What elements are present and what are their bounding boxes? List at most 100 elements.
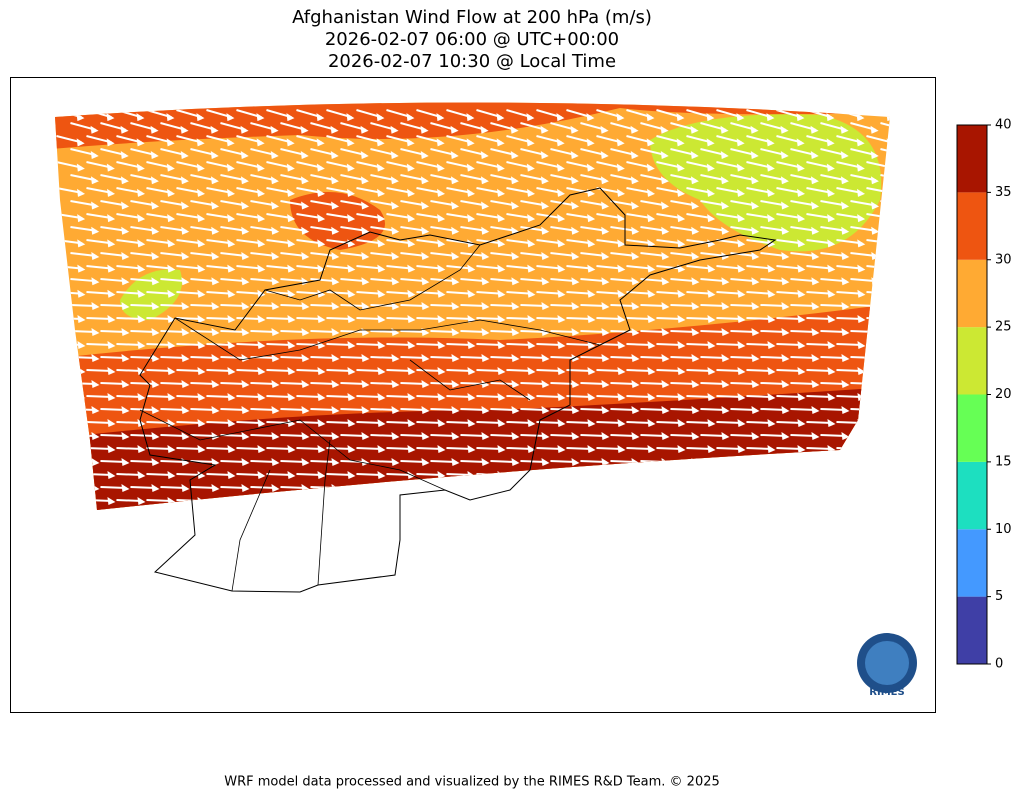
- wind-arrow-head: [151, 226, 160, 235]
- wind-arrow-head: [887, 289, 890, 298]
- colorbar-tick-label: 15: [995, 454, 1012, 469]
- wind-arrow-head: [167, 264, 176, 273]
- wind-arrow-head: [151, 354, 160, 363]
- wind-arrow-head: [797, 264, 806, 273]
- wind-arrow-head: [871, 354, 880, 363]
- wind-arrow-head: [901, 458, 909, 466]
- wind-arrow-head: [511, 354, 520, 363]
- wind-arrow: [686, 499, 713, 503]
- wind-arrow-head: [196, 138, 205, 147]
- wind-arrow-head: [917, 164, 925, 172]
- wind-arrow-head: [631, 277, 640, 286]
- wind-arrow: [866, 473, 890, 477]
- wind-arrow-head: [706, 163, 715, 172]
- wind-arrow-head: [721, 432, 730, 441]
- wind-arrow-head: [407, 445, 416, 454]
- wind-arrow-head: [91, 277, 100, 286]
- wind-arrow-head: [241, 432, 250, 441]
- wind-arrow-head: [436, 113, 445, 122]
- wind-arrow-head: [437, 471, 446, 480]
- wind-arrow-head: [676, 188, 685, 197]
- wind-arrow-head: [377, 445, 386, 454]
- wind-arrow-head: [647, 315, 656, 324]
- wind-arrow-head: [421, 432, 430, 441]
- wind-arrow-head: [871, 226, 880, 235]
- wind-arrow-head: [870, 125, 879, 134]
- wind-arrow-head: [617, 367, 626, 376]
- wind-arrow-head: [917, 290, 925, 298]
- wind-arrow-head: [376, 163, 385, 172]
- wind-arrow: [820, 513, 846, 514]
- wind-arrow-head: [677, 289, 686, 298]
- wind-arrow-head: [917, 445, 925, 453]
- wind-arrow-head: [856, 113, 865, 122]
- wind-arrow-head: [91, 406, 100, 415]
- wind-arrow-head: [617, 497, 626, 506]
- wind-arrow-head: [737, 264, 746, 273]
- wind-arrow: [610, 486, 637, 490]
- wind-arrow-head: [751, 201, 760, 210]
- speed-area: [55, 102, 890, 150]
- wind-arrow-head: [737, 315, 746, 324]
- wind-arrow-head: [527, 497, 536, 506]
- wind-arrow-head: [316, 113, 325, 122]
- wind-arrow-head: [211, 354, 220, 363]
- wind-arrow-head: [570, 125, 579, 134]
- wind-arrow-head: [797, 393, 806, 402]
- wind-arrow-head: [167, 214, 176, 223]
- wind-arrow-head: [481, 484, 490, 493]
- wind-arrow-head: [510, 125, 519, 134]
- wind-arrow-head: [617, 341, 626, 350]
- wind-arrow-head: [211, 302, 220, 311]
- wind-arrow-head: [451, 302, 460, 311]
- wind-arrow: [880, 460, 890, 464]
- wind-arrow-head: [210, 151, 219, 160]
- wind-arrow-head: [840, 151, 849, 160]
- wind-arrow-head: [721, 201, 730, 210]
- wind-arrow-head: [887, 214, 890, 223]
- wind-arrow-head: [467, 341, 476, 350]
- wind-arrow: [880, 200, 890, 207]
- wind-arrow-head: [570, 151, 579, 160]
- wind-arrow: [700, 460, 727, 464]
- wind-arrow-head: [197, 367, 206, 376]
- wind-arrow-head: [227, 497, 236, 506]
- wind-arrow-head: [797, 471, 806, 480]
- wind-arrow-head: [587, 419, 596, 428]
- wind-arrow-head: [511, 432, 520, 441]
- wind-arrow-head: [497, 367, 506, 376]
- wind-arrow-head: [661, 484, 670, 493]
- wind-arrow-head: [407, 315, 416, 324]
- wind-arrow: [790, 460, 817, 464]
- wind-arrow-head: [841, 354, 850, 363]
- wind-arrow-head: [901, 380, 909, 388]
- wind-arrow-head: [287, 445, 296, 454]
- wind-arrow: [206, 499, 233, 503]
- wind-arrow-head: [361, 277, 370, 286]
- wind-arrow-head: [750, 125, 759, 134]
- wind-arrow-head: [541, 484, 550, 493]
- wind-arrow-head: [917, 393, 925, 401]
- wind-arrow: [896, 110, 921, 117]
- wind-arrow-head: [857, 289, 866, 298]
- wind-arrow-head: [677, 239, 686, 248]
- wind-arrow: [326, 499, 353, 503]
- wind-arrow: [190, 513, 216, 514]
- wind-arrow-head: [600, 151, 609, 160]
- wind-arrow-head: [887, 419, 890, 428]
- wind-arrow-head: [871, 432, 880, 441]
- speed-area: [120, 269, 182, 320]
- wind-arrow-head: [736, 188, 745, 197]
- wind-arrow-head: [857, 239, 866, 248]
- wind-arrow-head: [601, 251, 610, 260]
- wind-arrow-head: [137, 264, 146, 273]
- wind-arrow-head: [707, 214, 716, 223]
- wind-arrow-head: [660, 125, 669, 134]
- wind-arrow-head: [450, 125, 459, 134]
- wind-arrow-head: [766, 138, 775, 147]
- wind-arrow-head: [150, 151, 159, 160]
- wind-arrow-head: [227, 315, 236, 324]
- wind-arrow-head: [870, 151, 879, 160]
- wind-arrow-head: [511, 458, 520, 467]
- wind-arrow-head: [781, 484, 790, 493]
